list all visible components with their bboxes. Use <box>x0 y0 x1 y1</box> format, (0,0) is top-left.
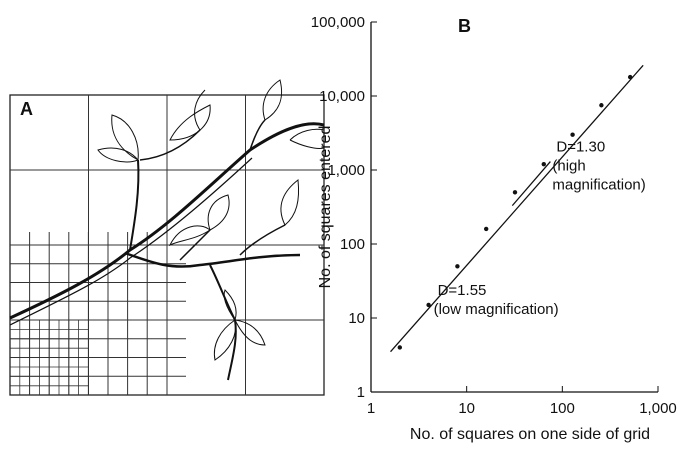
y-tick-label: 100,000 <box>311 14 365 31</box>
y-tick-label: 100 <box>340 236 365 253</box>
data-point <box>570 132 574 136</box>
data-point <box>455 264 459 268</box>
figure: A B No. of squares entered 1 10 100 1,000 10… <box>0 0 690 463</box>
data-point <box>426 303 430 307</box>
panel-a-label: A <box>20 99 33 119</box>
y-tick-label: 10 <box>348 310 365 327</box>
x-tick-label: 1 <box>367 400 375 417</box>
annotation: D=1.55 <box>438 282 487 299</box>
x-axis-label: No. of squares on one side of grid <box>405 427 655 442</box>
annotation: magnification) <box>552 177 645 194</box>
data-point <box>484 227 488 231</box>
y-axis-label: No. of squares entered <box>317 126 334 289</box>
x-tick-label: 10 <box>458 400 475 417</box>
y-tick-label: 10,000 <box>319 88 365 105</box>
annotation: (low magnification) <box>434 301 559 318</box>
figure-svg: A B No. of squares entered 1 10 100 1,000 10… <box>0 0 690 463</box>
x-tick-label: 100 <box>550 400 575 417</box>
annotation: D=1.30 <box>556 139 605 156</box>
data-point <box>599 103 603 107</box>
data-point <box>513 190 517 194</box>
y-tick-label: 1,000 <box>327 162 365 179</box>
data-point <box>542 162 546 166</box>
data-point <box>398 345 402 349</box>
panel-b-label: B <box>458 16 471 36</box>
data-point <box>628 75 632 79</box>
panel-a-grids <box>10 95 324 395</box>
annotation: (high <box>552 158 585 175</box>
y-tick-label: 1 <box>357 384 365 401</box>
fit-line <box>512 162 550 206</box>
x-tick-label: 1,000 <box>639 400 677 417</box>
